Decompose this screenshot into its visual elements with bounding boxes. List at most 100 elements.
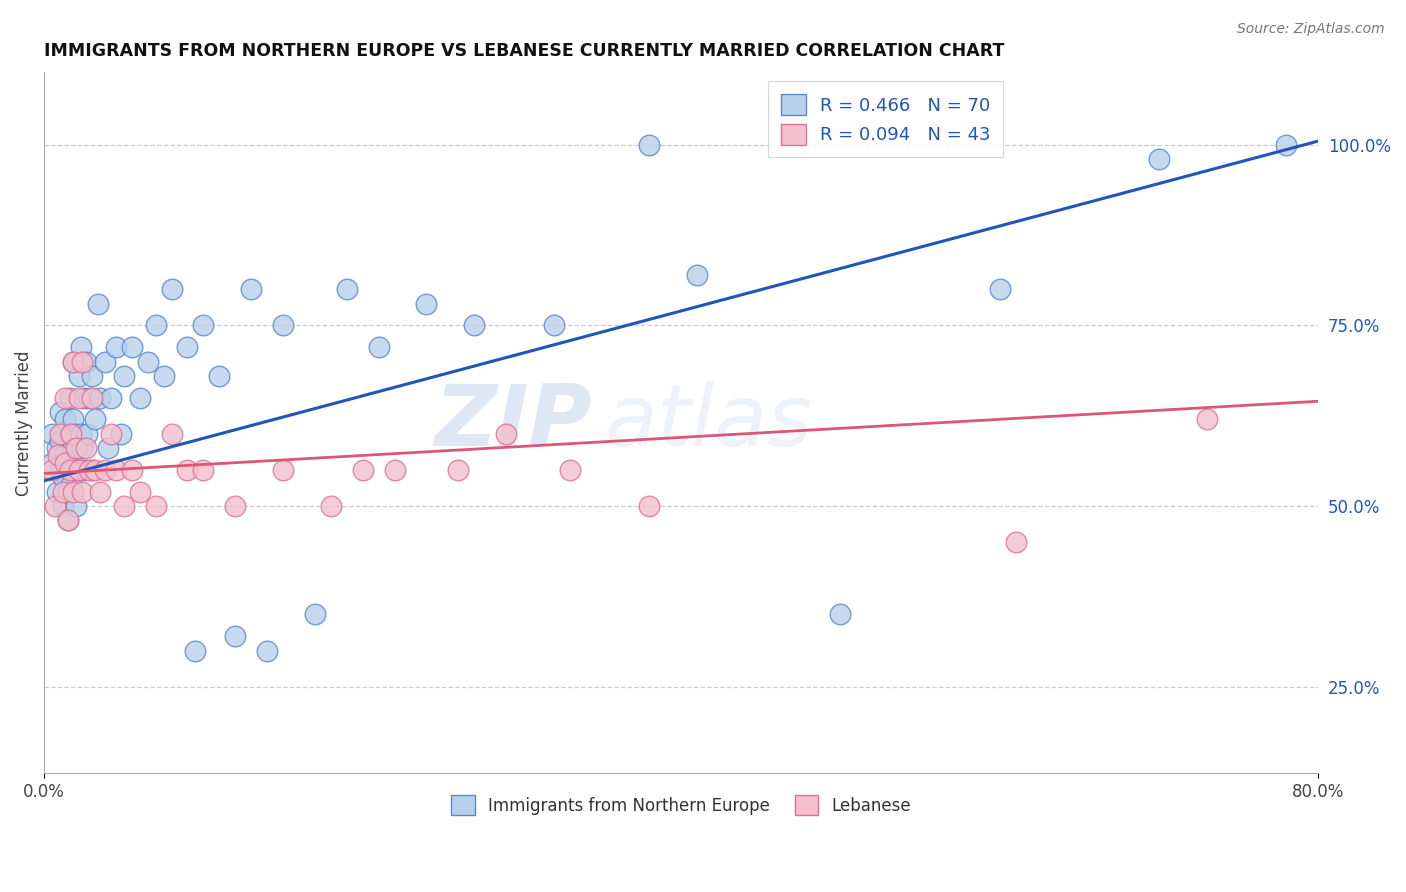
Point [160,282,183,296]
Point [463,318,485,333]
Point [45,484,67,499]
Legend: Immigrants from Northern Europe, Lebanese: Immigrants from Northern Europe, Lebanes… [441,786,921,825]
Point [52,484,75,499]
Point [73,463,96,477]
Point [93,463,115,477]
Point [121,463,143,477]
Point [67,368,90,383]
Point [53,412,76,426]
Point [52,470,75,484]
Point [145,318,167,333]
Point [76,426,98,441]
Text: ZIP: ZIP [434,382,592,465]
Point [121,340,143,354]
Point [184,643,207,657]
Point [100,426,122,441]
Point [49,463,72,477]
Point [160,426,183,441]
Point [72,441,94,455]
Point [48,449,70,463]
Point [336,282,359,296]
Point [75,441,97,455]
Point [45,441,67,455]
Point [60,426,83,441]
Point [224,499,246,513]
Point [830,607,852,622]
Point [67,463,90,477]
Point [638,499,661,513]
Point [49,426,72,441]
Point [52,499,75,513]
Point [62,354,84,368]
Point [49,434,72,448]
Point [56,514,79,528]
Point [80,368,103,383]
Point [56,456,79,470]
Point [62,412,84,426]
Point [176,340,198,354]
Point [145,499,167,513]
Point [60,477,83,491]
Point [56,484,79,499]
Point [58,426,80,441]
Point [56,514,79,528]
Point [686,268,709,282]
Point [256,643,278,657]
Point [62,441,84,455]
Point [1275,137,1298,152]
Point [367,340,389,354]
Point [87,296,110,310]
Point [415,296,437,310]
Text: IMMIGRANTS FROM NORTHERN EUROPE VS LEBANESE CURRENTLY MARRIED CORRELATION CHART: IMMIGRANTS FROM NORTHERN EUROPE VS LEBAN… [44,42,1004,60]
Point [84,463,107,477]
Point [80,463,103,477]
Point [128,484,150,499]
Y-axis label: Currently Married: Currently Married [15,351,32,496]
Point [112,499,135,513]
Text: atlas: atlas [605,382,813,465]
Point [240,282,263,296]
Point [193,318,215,333]
Point [112,368,135,383]
Point [89,484,111,499]
Point [128,391,150,405]
Point [72,354,94,368]
Point [271,318,294,333]
Point [63,463,86,477]
Point [104,463,127,477]
Point [638,137,661,152]
Point [65,499,87,513]
Point [152,368,174,383]
Point [41,463,63,477]
Point [80,391,103,405]
Point [97,441,120,455]
Point [193,463,215,477]
Point [104,340,127,354]
Point [447,463,470,477]
Point [176,463,198,477]
Point [65,426,87,441]
Point [69,426,91,441]
Point [558,463,581,477]
Point [110,426,132,441]
Point [77,391,100,405]
Point [53,456,76,470]
Point [49,405,72,419]
Point [89,391,111,405]
Point [84,412,107,426]
Point [65,441,87,455]
Point [100,391,122,405]
Point [136,354,159,368]
Point [304,607,326,622]
Point [67,391,90,405]
Point [1147,152,1170,166]
Point [41,456,63,470]
Point [543,318,565,333]
Point [69,340,91,354]
Point [1195,412,1218,426]
Text: Source: ZipAtlas.com: Source: ZipAtlas.com [1237,22,1385,37]
Point [58,463,80,477]
Point [62,484,84,499]
Point [77,463,100,477]
Point [67,463,90,477]
